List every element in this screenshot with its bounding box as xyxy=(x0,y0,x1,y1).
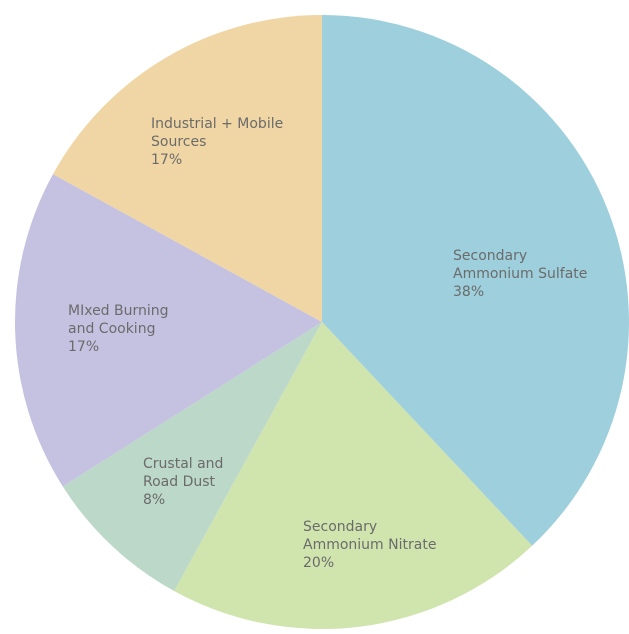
pie-slice xyxy=(174,322,533,629)
slice-value-label: 38% xyxy=(453,284,484,300)
slice-value-label: 8% xyxy=(143,492,165,508)
slice-label: Road Dust xyxy=(143,474,216,490)
slice-value-label: 17% xyxy=(151,152,182,168)
slice-label: Ammonium Nitrate xyxy=(303,537,436,553)
slice-label: Sources xyxy=(151,134,206,150)
slice-label: Secondary xyxy=(453,248,527,264)
pie-slice xyxy=(322,15,629,546)
slice-label: Ammonium Sulfate xyxy=(453,266,587,282)
pie-slice xyxy=(14,174,322,487)
slice-label: Secondary xyxy=(303,519,377,535)
slice-label: and Cooking xyxy=(68,321,155,337)
slice-value-label: 20% xyxy=(303,555,334,571)
pie-slice xyxy=(62,322,323,592)
slice-label: Industrial + Mobile xyxy=(151,116,283,132)
pie-slice xyxy=(52,15,323,322)
slice-value-label: 17% xyxy=(68,339,99,355)
slice-label: MIxed Burning xyxy=(68,303,169,319)
slice-label: Crustal and xyxy=(143,456,223,472)
